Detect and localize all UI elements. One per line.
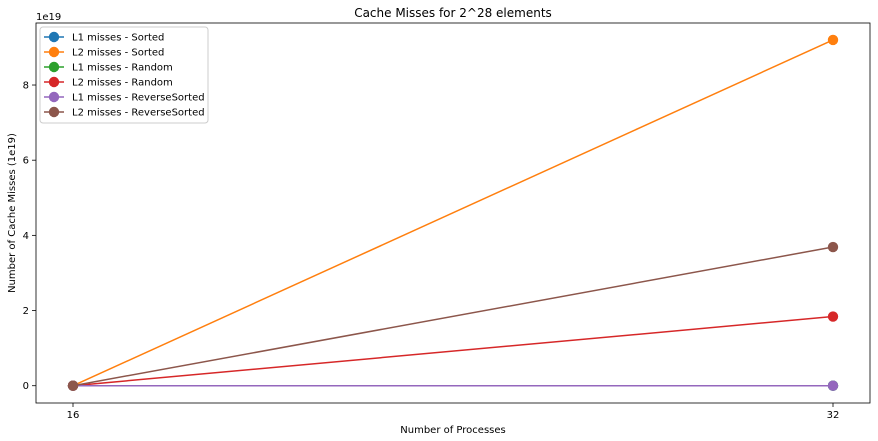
legend-marker [48, 76, 60, 88]
legend-marker [48, 31, 60, 43]
y-tick-label: 4 [23, 231, 29, 242]
legend-entry: L1 misses - Random [44, 61, 173, 74]
legend-entry: L2 misses - Sorted [44, 46, 164, 59]
legend-marker [48, 61, 60, 73]
legend-marker [48, 91, 60, 103]
y-axis-label: Number of Cache Misses (1e19) [7, 133, 18, 293]
y-tick-label: 6 [23, 156, 29, 167]
series-5 [67, 380, 839, 391]
legend: L1 misses - Sorted L2 misses - Sorted L1 m… [39, 26, 209, 124]
series-6 [67, 241, 839, 391]
data-point [827, 380, 839, 391]
series-4 [67, 311, 839, 391]
x-axis-ticks: 16 32 [67, 403, 840, 421]
y-axis-ticks: 0 2 4 6 8 [23, 81, 36, 392]
legend-label: L1 misses - Random [72, 63, 173, 74]
series-line [72, 246, 834, 387]
legend-entry: L2 misses - Random [44, 76, 173, 89]
plot-series [67, 34, 839, 391]
data-point [67, 380, 79, 391]
data-point [827, 311, 839, 322]
y-axis-offset-label: 1e19 [36, 12, 61, 23]
y-tick-label: 2 [23, 306, 29, 317]
legend-marker [48, 106, 60, 118]
chart-title: Cache Misses for 2^28 elements [354, 6, 552, 20]
x-tick-label: 16 [67, 410, 80, 421]
legend-label: L2 misses - ReverseSorted [72, 108, 205, 119]
data-point [827, 241, 839, 253]
legend-label: L1 misses - ReverseSorted [72, 93, 205, 104]
legend-label: L2 misses - Sorted [72, 48, 164, 59]
data-point [827, 34, 839, 46]
legend-entry: L1 misses - Sorted [44, 31, 164, 44]
plot-frame [35, 22, 871, 404]
legend-marker [48, 46, 60, 58]
legend-entry: L2 misses - ReverseSorted [44, 106, 205, 119]
y-tick-label: 0 [23, 381, 29, 392]
series-line [72, 315, 834, 387]
legend-entry: L1 misses - ReverseSorted [44, 91, 205, 104]
legend-box [39, 26, 209, 124]
legend-label: L1 misses - Sorted [72, 33, 164, 44]
x-axis-label: Number of Processes [400, 425, 505, 436]
x-tick-label: 32 [827, 410, 840, 421]
legend-label: L2 misses - Random [72, 78, 173, 89]
series-line [72, 39, 834, 387]
y-tick-label: 8 [23, 81, 29, 92]
